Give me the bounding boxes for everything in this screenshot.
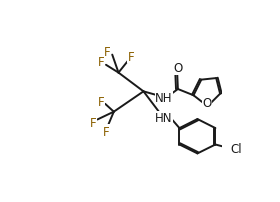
Text: F: F — [104, 46, 111, 59]
Text: O: O — [173, 62, 183, 75]
Text: Cl: Cl — [230, 143, 242, 156]
Text: F: F — [98, 96, 105, 108]
Text: O: O — [203, 96, 212, 109]
Text: HN: HN — [155, 112, 172, 125]
Text: NH: NH — [155, 92, 173, 105]
Text: F: F — [89, 117, 96, 129]
Text: F: F — [128, 50, 134, 63]
Text: F: F — [103, 125, 109, 138]
Text: F: F — [98, 56, 105, 69]
